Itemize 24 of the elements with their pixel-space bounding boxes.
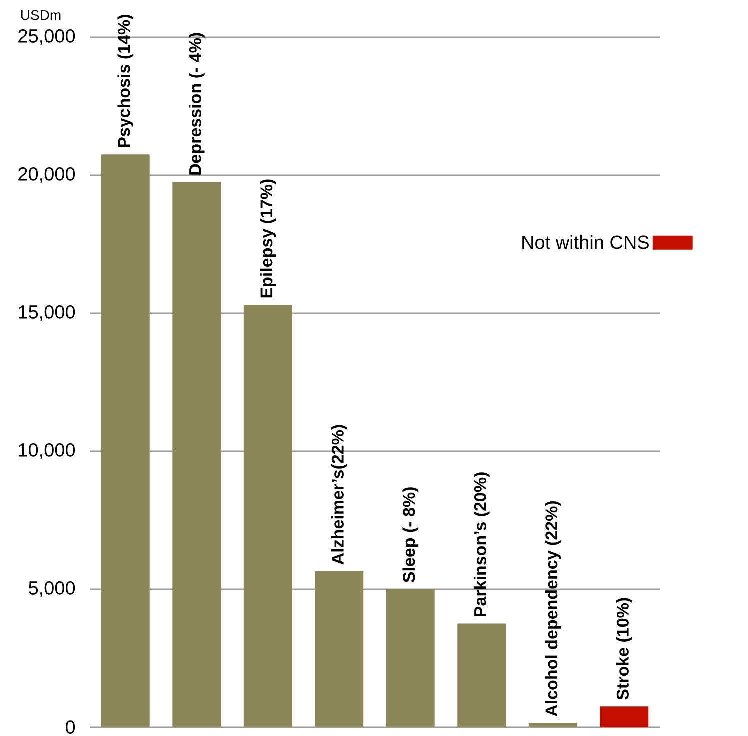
bar xyxy=(458,624,506,728)
bar xyxy=(172,182,222,728)
x-tick-label: Depression (- 4%) xyxy=(188,33,205,175)
y-tick-label: 15,000 xyxy=(19,305,76,322)
x-tick-label: Stroke (10%) xyxy=(616,598,632,700)
y-tick-label: 25,000 xyxy=(18,29,76,46)
y-axis-title: USDm xyxy=(21,10,61,20)
bar xyxy=(600,706,649,728)
bar xyxy=(244,305,292,728)
x-tick-label: Parkinson’s (20%) xyxy=(474,472,490,616)
bar xyxy=(101,154,150,728)
x-tick-label: Sleep (- 8%) xyxy=(402,488,419,583)
y-tick-label: 10,000 xyxy=(19,443,76,460)
y-tick-label: 20,000 xyxy=(18,167,76,184)
y-tick-label: 5,000 xyxy=(29,581,76,598)
bar xyxy=(315,571,364,728)
x-tick-label: Alcohol dependency (22%) xyxy=(545,502,562,717)
legend-label: Not within CNS xyxy=(522,235,649,250)
x-tick-label: Alzheimer’s(22%) xyxy=(331,425,348,565)
x-tick-label: Epilepsy (17%) xyxy=(260,180,276,298)
y-tick-label: 0 xyxy=(66,720,76,734)
x-tick-label: Psychosis (14%) xyxy=(118,15,134,148)
bar xyxy=(528,723,578,728)
bar xyxy=(386,589,435,728)
